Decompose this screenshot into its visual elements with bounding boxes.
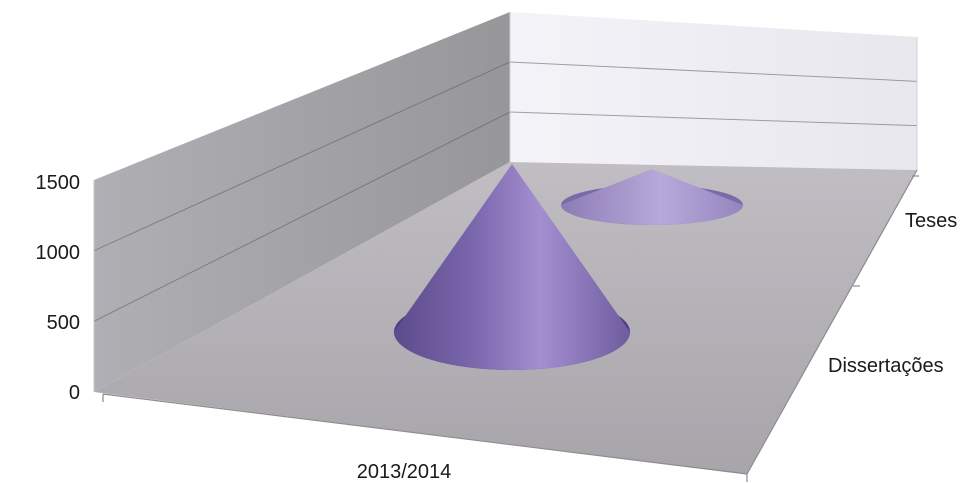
gridline-back [509, 111, 918, 127]
depth-axis-line [746, 169, 918, 475]
cone-teses [561, 169, 743, 225]
cone-body [561, 169, 743, 225]
side-wall [94, 12, 510, 392]
gridline-side [93, 111, 511, 322]
y-tick-label: 1500 [36, 172, 81, 194]
gridlines [93, 61, 918, 322]
series-label: Teses [905, 210, 957, 232]
labels: 0 500 1000 1500 2013/2014 Dissertações Teses [36, 172, 958, 483]
cone-dissertacoes [394, 164, 630, 370]
y-tick-label: 1000 [36, 242, 81, 264]
x-axis-line [102, 393, 748, 475]
y-tick-label: 0 [69, 382, 80, 404]
y-tick-label: 500 [47, 312, 80, 334]
cone-body [394, 164, 630, 370]
gridline-side [93, 61, 511, 252]
x-tick-label: 2013/2014 [357, 461, 452, 483]
series-label: Dissertações [828, 355, 944, 377]
cones [394, 164, 743, 370]
back-wall [510, 12, 917, 170]
gridline-back [509, 61, 918, 82]
